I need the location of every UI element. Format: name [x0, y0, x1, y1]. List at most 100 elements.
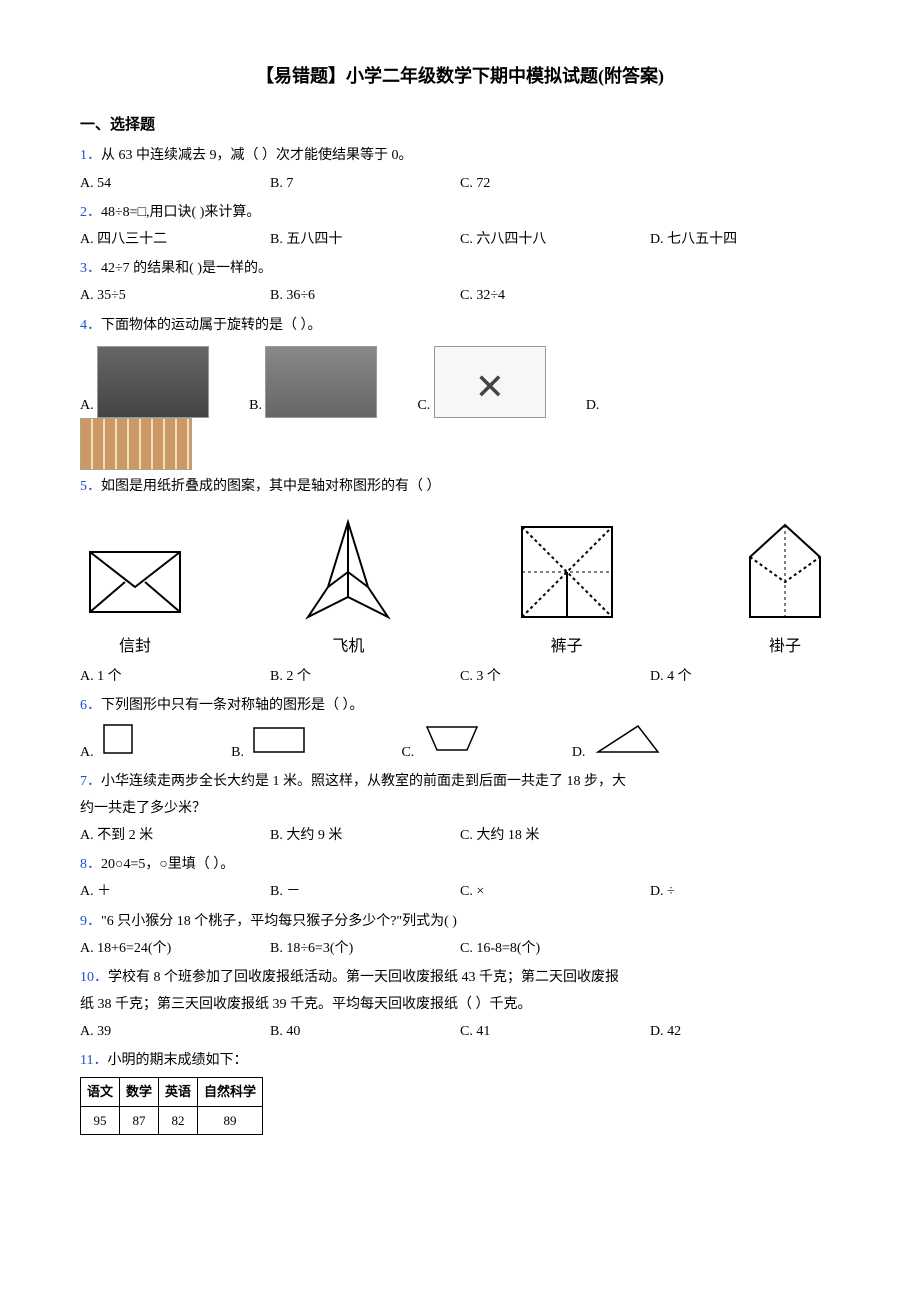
q4-label-c: C. [417, 398, 430, 413]
col-math: 数学 [120, 1078, 159, 1106]
q3-options: A. 35÷5 B. 36÷6 C. 32÷4 [80, 283, 840, 308]
q5-opt-d: D. 4 个 [650, 664, 840, 689]
q2-opt-c: C. 六八四十八 [460, 227, 650, 252]
q4-opt-d: D. [586, 393, 600, 418]
q1-text: 从 63 中连续减去 9，减（ ）次才能使结果等于 0。 [101, 148, 413, 163]
q2-opt-b: B. 五八四十 [270, 227, 460, 252]
q10-opt-d: D. 42 [650, 1019, 840, 1044]
trapezoid-icon [422, 722, 482, 756]
q1-options: A. 54 B. 7 C. 72 [80, 171, 840, 196]
q8-opt-c: C. × [460, 879, 650, 904]
q3-text: 42÷7 的结果和( )是一样的。 [101, 261, 272, 276]
q5-figures: 信封 飞机 裤子 褂子 [80, 517, 840, 662]
q5-text: 如图是用纸折叠成的图案，其中是轴对称图形的有（ ） [101, 479, 441, 494]
score-table: 语文 数学 英语 自然科学 95 87 82 89 [80, 1077, 263, 1135]
q6-opt-d: D. [572, 722, 663, 765]
col-science: 自然科学 [198, 1078, 263, 1106]
q4-label-d: D. [586, 398, 600, 413]
question-2: 2．48÷8=□,用口诀( )来计算。 [80, 200, 840, 225]
section-heading: 一、选择题 [80, 112, 840, 139]
q4-number: 4． [80, 318, 101, 333]
q5-options: A. 1 个 B. 2 个 C. 3 个 D. 4 个 [80, 664, 840, 689]
q3-opt-b: B. 36÷6 [270, 283, 460, 308]
q4-text: 下面物体的运动属于旋转的是（ ）。 [101, 318, 322, 333]
question-7: 7．小华连续走两步全长大约是 1 米。照这样，从教室的前面走到后面一共走了 18… [80, 769, 840, 796]
q4-opt-a: A. [80, 346, 209, 418]
q8-opt-d: D. ÷ [650, 879, 840, 904]
q3-opt-c: C. 32÷4 [460, 283, 650, 308]
q7-opt-c: C. 大约 18 米 [460, 823, 650, 848]
q4-opt-c: C. [417, 346, 545, 418]
windmill-icon [434, 346, 546, 418]
col-chinese: 语文 [81, 1078, 120, 1106]
q8-opt-a: A. ＋ [80, 879, 270, 904]
q9-number: 9． [80, 914, 101, 929]
question-5: 5．如图是用纸折叠成的图案，其中是轴对称图形的有（ ） [80, 474, 840, 499]
q2-number: 2． [80, 205, 101, 220]
q9-opt-b: B. 18÷6=3(个) [270, 936, 460, 961]
envelope-icon [80, 537, 190, 627]
q1-opt-c: C. 72 [460, 171, 650, 196]
q6-label-a: A. [80, 745, 94, 760]
q9-opt-a: A. 18+6=24(个) [80, 936, 270, 961]
q2-text: 48÷8=□,用口诀( )来计算。 [101, 205, 260, 220]
question-8: 8．20○4=5，○里填（ ）。 [80, 852, 840, 877]
q2-options: A. 四八三十二 B. 五八四十 C. 六八四十八 D. 七八五十四 [80, 227, 840, 252]
cell-math: 87 [120, 1106, 159, 1134]
q6-label-d: D. [572, 745, 586, 760]
q11-number: 11． [80, 1053, 107, 1068]
q1-opt-b: B. 7 [270, 171, 460, 196]
page-title: 【易错题】小学二年级数学下期中模拟试题(附答案) [80, 60, 840, 92]
jacket-caption: 褂子 [730, 633, 840, 662]
q10-number: 10． [80, 970, 108, 985]
plane-figure: 飞机 [293, 517, 403, 662]
q8-text: 20○4=5，○里填（ ）。 [101, 857, 234, 872]
q8-options: A. ＋ B. － C. × D. ÷ [80, 879, 840, 904]
q1-number: 1． [80, 148, 101, 163]
plane-icon [293, 517, 403, 627]
q10-text-a: 学校有 8 个班参加了回收废报纸活动。第一天回收废报纸 43 千克；第二天回收废… [108, 970, 619, 985]
q10-text-b: 纸 38 千克；第三天回收废报纸 39 千克。平均每天回收废报纸（ ）千克。 [80, 992, 840, 1017]
q4-options: A. B. C. D. [80, 346, 840, 418]
question-10: 10．学校有 8 个班参加了回收废报纸活动。第一天回收废报纸 43 千克；第二天… [80, 965, 840, 992]
q7-opt-b: B. 大约 9 米 [270, 823, 460, 848]
q7-text-b: 约一共走了多少米？ [80, 796, 840, 821]
question-9: 9．"6 只小猴分 18 个桃子，平均每只猴子分多少个?"列式为( ) [80, 909, 840, 934]
q10-options: A. 39 B. 40 C. 41 D. 42 [80, 1019, 840, 1044]
q7-options: A. 不到 2 米 B. 大约 9 米 C. 大约 18 米 [80, 823, 840, 848]
question-4: 4．下面物体的运动属于旋转的是（ ）。 [80, 313, 840, 338]
pants-caption: 裤子 [507, 633, 627, 662]
question-1: 1．从 63 中连续减去 9，减（ ）次才能使结果等于 0。 [80, 143, 840, 168]
q9-options: A. 18+6=24(个) B. 18÷6=3(个) C. 16-8=8(个) [80, 936, 840, 961]
q4-opt-b: B. [249, 346, 377, 418]
q7-opt-a: A. 不到 2 米 [80, 823, 270, 848]
q7-number: 7． [80, 774, 101, 789]
car-icon [265, 346, 377, 418]
q5-number: 5． [80, 479, 101, 494]
pants-figure: 裤子 [507, 517, 627, 662]
q6-opt-c: C. [401, 722, 481, 765]
q6-opt-a: A. [80, 722, 141, 765]
q6-options: A. B. C. D. [80, 722, 840, 765]
q6-opt-b: B. [231, 722, 311, 765]
cell-english: 82 [159, 1106, 198, 1134]
q6-label-b: B. [231, 745, 244, 760]
q6-number: 6． [80, 698, 101, 713]
envelope-figure: 信封 [80, 537, 190, 662]
cell-science: 89 [198, 1106, 263, 1134]
q3-number: 3． [80, 261, 101, 276]
table-header-row: 语文 数学 英语 自然科学 [81, 1078, 263, 1106]
q8-opt-b: B. － [270, 879, 460, 904]
q9-opt-c: C. 16-8=8(个) [460, 936, 650, 961]
question-3: 3．42÷7 的结果和( )是一样的。 [80, 256, 840, 281]
square-icon [101, 722, 141, 756]
cell-chinese: 95 [81, 1106, 120, 1134]
q2-opt-a: A. 四八三十二 [80, 227, 270, 252]
q11-text: 小明的期末成绩如下： [107, 1053, 247, 1068]
q3-opt-a: A. 35÷5 [80, 283, 270, 308]
q5-opt-b: B. 2 个 [270, 664, 460, 689]
rectangle-icon [251, 722, 311, 756]
abacus-icon [97, 346, 209, 418]
baskets-icon [80, 418, 192, 470]
envelope-caption: 信封 [80, 633, 190, 662]
